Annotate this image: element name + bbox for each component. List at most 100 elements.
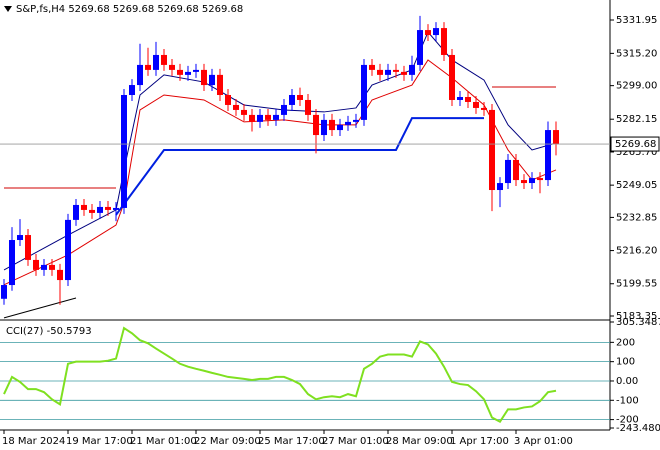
candle-body — [89, 209, 95, 213]
chart-title: S&P,fs,H4 5269.68 5269.68 5269.68 5269.6… — [16, 4, 243, 15]
candle-body — [33, 259, 39, 270]
candle-body — [473, 101, 479, 108]
x-tick-label: 19 Mar 17:00 — [66, 436, 133, 447]
candle-body — [417, 30, 423, 65]
candle-body — [137, 64, 143, 86]
candle-body — [457, 96, 463, 100]
candle-body — [49, 264, 55, 270]
candle-body — [281, 104, 287, 115]
menu-icon — [4, 6, 12, 12]
y-tick-label: 5183.35 — [616, 311, 657, 322]
candle-body — [41, 264, 47, 270]
candle-body — [177, 69, 183, 75]
candle-body — [121, 95, 127, 208]
candle-body — [73, 204, 79, 220]
candle-body — [25, 235, 31, 260]
candle-body — [537, 178, 543, 181]
candle-body — [225, 95, 231, 105]
candle-body — [377, 69, 383, 75]
y-tick-label: 5282.15 — [616, 114, 657, 125]
candle-body — [441, 28, 447, 55]
overlay-line — [3, 297, 77, 319]
candle-body — [497, 183, 503, 191]
candle-body — [505, 159, 511, 184]
cci-y-tick-label: 305.3487 — [616, 317, 660, 328]
candle-body — [337, 124, 343, 131]
x-tick-label: 25 Mar 17:00 — [258, 436, 325, 447]
overlay-line — [115, 117, 484, 216]
candle-body — [17, 235, 23, 241]
candle-body — [345, 121, 351, 125]
y-tick-label: 5299.00 — [616, 81, 657, 92]
candle-body — [249, 114, 255, 122]
candle-body — [313, 114, 319, 136]
cci-y-tick-label: 200 — [616, 337, 635, 348]
candle-body — [97, 206, 103, 213]
candle-body — [545, 130, 551, 181]
candle-body — [161, 54, 167, 65]
last-price-label: 5269.68 — [615, 139, 656, 150]
y-tick-label: 5315.20 — [616, 48, 657, 59]
candle-body — [393, 69, 399, 72]
x-tick-label: 18 Mar 2024 — [2, 436, 65, 447]
candle-body — [233, 104, 239, 110]
candle-body — [369, 64, 375, 70]
candle-body — [169, 64, 175, 70]
y-tick-label: 5265.70 — [616, 147, 657, 158]
candle-body — [513, 159, 519, 181]
candle-body — [193, 69, 199, 72]
candle-body — [449, 54, 455, 100]
cci-label: CCI(27) -50.5793 — [6, 326, 92, 337]
candle-body — [9, 240, 15, 286]
candle-body — [305, 99, 311, 115]
candle-body — [553, 130, 559, 145]
candle-body — [1, 285, 7, 299]
candle-body — [425, 30, 431, 36]
cci-y-tick-label: -100 — [616, 395, 639, 406]
candle-body — [153, 54, 159, 70]
cci-line — [3, 326, 557, 424]
candle-body — [465, 96, 471, 102]
y-tick-label: 5216.20 — [616, 246, 657, 257]
candle-body — [409, 64, 415, 75]
candle-body — [241, 109, 247, 115]
candle-body — [385, 69, 391, 75]
candle-body — [529, 178, 535, 184]
candle-body — [113, 207, 119, 210]
x-tick-label: 28 Mar 09:00 — [386, 436, 453, 447]
x-tick-label: 21 Mar 01:00 — [130, 436, 197, 447]
y-tick-label: 5199.55 — [616, 279, 657, 290]
y-tick-label: 5249.05 — [616, 180, 657, 191]
candle-body — [481, 107, 487, 110]
candle-body — [401, 71, 407, 75]
cci-y-tick-label: 100 — [616, 357, 635, 368]
last-price-box — [610, 136, 660, 152]
candle-body — [129, 85, 135, 96]
candle-body — [361, 64, 367, 120]
candle-body — [81, 204, 87, 210]
candle-body — [265, 114, 271, 120]
x-tick-label: 22 Mar 09:00 — [194, 436, 261, 447]
candle-body — [297, 95, 303, 100]
candle-body — [185, 71, 191, 75]
candle-body — [57, 269, 63, 281]
candle-body — [433, 28, 439, 36]
candle-body — [257, 114, 263, 122]
x-tick-label: 1 Apr 17:00 — [450, 436, 509, 447]
candle-body — [65, 219, 71, 281]
candle-body — [209, 74, 215, 86]
candle-body — [273, 114, 279, 120]
x-tick-label: 27 Mar 01:00 — [322, 436, 389, 447]
y-tick-label: 5232.85 — [616, 212, 657, 223]
candle-body — [289, 95, 295, 105]
cci-y-tick-label: -200 — [616, 415, 639, 426]
y-tick-label: 5331.95 — [616, 15, 657, 26]
candle-body — [217, 74, 223, 96]
candle-body — [145, 64, 151, 70]
cci-y-tick-label: 0.00 — [616, 376, 638, 387]
x-tick-label: 3 Apr 01:00 — [514, 436, 573, 447]
candle-body — [329, 119, 335, 131]
